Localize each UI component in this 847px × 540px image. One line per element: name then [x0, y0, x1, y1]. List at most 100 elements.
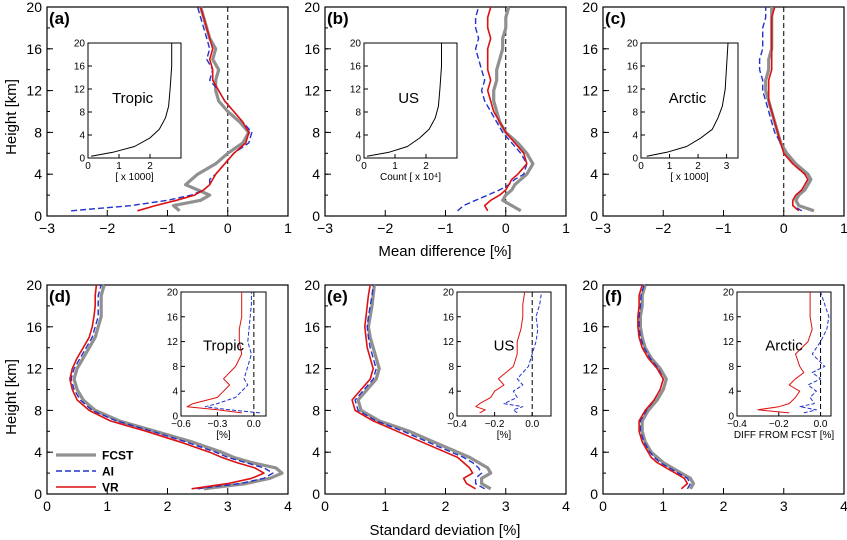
- panel-f-ytick-label: 0: [590, 486, 598, 502]
- panel-a-inset-frame: [87, 42, 182, 159]
- panel-b-inset-xtick-label: 0: [361, 161, 367, 172]
- panel-d-ytick-label: 8: [34, 402, 42, 418]
- panel-d-ytick-label: 16: [26, 319, 42, 335]
- panel-b-inset-ytick-label: 20: [350, 39, 362, 50]
- panel-c-inset-series-count: [646, 42, 729, 157]
- panel-c-inset-ytick-label: 0: [632, 154, 638, 165]
- panel-e-ytick-label: 12: [304, 361, 320, 377]
- panel-a-xtick-label: −3: [39, 220, 55, 236]
- panel-f-ytick-label: 16: [582, 319, 598, 335]
- panel-d-inset-series-vr: [186, 292, 243, 414]
- panel-e-inset-series-ai: [503, 291, 543, 414]
- panel-e-xtick-label: 4: [562, 498, 570, 514]
- panel-f-inset-frame: [736, 291, 832, 417]
- panel-a-series-fcst: [171, 6, 251, 213]
- panel-c-ytick-label: 16: [582, 41, 598, 57]
- panel-e-inset-xtick-label: −0.2: [485, 419, 505, 430]
- panel-b-ytick-label: 4: [312, 166, 320, 182]
- panel-d-xtick-label: 0: [43, 498, 51, 514]
- panel-d-ytick-label: 12: [26, 361, 42, 377]
- legend-label-vr: VR: [102, 481, 119, 495]
- panel-e-inset-xlabel: [%]: [497, 430, 512, 441]
- ylabel-row2: Height [km]: [3, 359, 20, 435]
- panel-a-series-ai: [71, 6, 253, 212]
- panel-d-inset-ytick-label: 12: [167, 337, 179, 348]
- panel-e-series-fcst: [356, 284, 493, 491]
- panel-c-inset-ytick-label: 4: [632, 131, 638, 142]
- panel-d-inset-ytick-label: 0: [172, 412, 178, 423]
- panel-b-xtick-label: −3: [317, 220, 333, 236]
- panel-c-inset-xtick-label: 1: [667, 161, 673, 172]
- panel-c-xtick-label: 1: [840, 220, 847, 236]
- panel-f-inset-ytick-label: 8: [728, 362, 734, 373]
- panel-f-inset-xtick-label: −0.4: [727, 419, 747, 430]
- panel-e-xtick-label: 3: [502, 498, 510, 514]
- panel-d-inset: 0 4 8 12 16 20 −0.6 −0.3 0.0 Tropic [%]: [167, 288, 267, 441]
- panel-d-series-ai: [70, 284, 274, 490]
- panel-d-inset-xlabel: [%]: [216, 430, 231, 441]
- panel-a-inset-ytick-label: 4: [79, 131, 85, 142]
- panel-c-ytick-label: 8: [590, 124, 598, 140]
- panel-b-inset-xtick-label: 2: [423, 161, 429, 172]
- panel-b-inset-series-count: [367, 43, 442, 157]
- panel-a-inset-ytick-label: 12: [74, 85, 86, 96]
- panel-c-inset-ytick-label: 16: [627, 62, 639, 73]
- panel-e-region-label: US: [494, 337, 515, 354]
- panel-a-inset-xtick-label: 0: [85, 161, 91, 172]
- panel-a-xtick-label: −1: [160, 220, 176, 236]
- panel-e-xtick-label: 2: [442, 498, 450, 514]
- panel-a-ytick-label: 0: [34, 208, 42, 224]
- panel-b-xtick-label: 0: [502, 220, 510, 236]
- panel-a-xtick-label: 0: [224, 220, 232, 236]
- panel-a-series-vr: [137, 6, 250, 212]
- panel-f-inset-xlabel: DIFF FROM FCST [%]: [734, 430, 835, 441]
- panel-f-inset: 0 4 8 12 16 20 −0.4 −0.2 0.0 Arctic DIFF FROM FCST…: [723, 288, 835, 442]
- panel-f-ytick-label: 20: [582, 277, 598, 293]
- legend-label-ai: AI: [102, 465, 114, 479]
- panel-a-region-label: Tropic: [112, 90, 154, 107]
- panel-c-inset-ytick-label: 8: [632, 108, 638, 119]
- panel-b-inset-ytick-label: 8: [355, 108, 361, 119]
- panel-a-ytick-label: 12: [26, 83, 42, 99]
- panel-a-xtick-label: −2: [99, 220, 115, 236]
- panel-e-inset-ytick-label: 8: [448, 362, 454, 373]
- panel-b-ytick-label: 8: [312, 124, 320, 140]
- panel-f-inset-ytick-label: 0: [728, 412, 734, 423]
- panel-f-ytick-label: 8: [590, 402, 598, 418]
- panel-a-ytick-label: 20: [26, 0, 42, 15]
- panel-e-inset-ytick-label: 0: [448, 412, 454, 423]
- panel-d-inset-ytick-label: 8: [172, 362, 178, 373]
- panel-c-ytick-label: 4: [590, 166, 598, 182]
- panel-c-series-vr: [767, 6, 809, 212]
- panel-a-inset-series-count: [91, 43, 173, 157]
- panel-d-inset-ytick-label: 16: [167, 312, 179, 323]
- panel-f-xtick-label: 4: [840, 498, 847, 514]
- panel-e-inset-ytick-label: 16: [443, 312, 455, 323]
- panel-b-ytick-label: 16: [304, 41, 320, 57]
- panel-f-xtick-label: 0: [599, 498, 607, 514]
- panel-a-xtick-label: 1: [284, 220, 292, 236]
- panel-f-inset-ytick-label: 20: [723, 288, 735, 299]
- panel-c-xtick-label: −2: [655, 220, 671, 236]
- panel-b-inset-ytick-label: 0: [355, 154, 361, 165]
- panel-e-inset-ytick-label: 12: [443, 337, 455, 348]
- panel-c-xtick-label: −3: [595, 220, 611, 236]
- panel-e-ytick-label: 20: [304, 277, 320, 293]
- panel-f-series-vr: [637, 284, 689, 490]
- panel-e-series-vr: [351, 284, 477, 490]
- panel-f-inset-ytick-label: 12: [723, 337, 735, 348]
- panel-a-inset-ytick-label: 0: [79, 154, 85, 165]
- panel-d-ytick-label: 20: [26, 277, 42, 293]
- panel-d-series-fcst: [72, 284, 284, 491]
- panel-b-ytick-label: 20: [304, 0, 320, 15]
- panel-a-ytick-label: 4: [34, 166, 42, 182]
- panel-f-inset-ytick-label: 16: [723, 312, 735, 323]
- panel-d-region-label: Tropic: [203, 337, 245, 354]
- panel-b-xtick-label: 1: [562, 220, 570, 236]
